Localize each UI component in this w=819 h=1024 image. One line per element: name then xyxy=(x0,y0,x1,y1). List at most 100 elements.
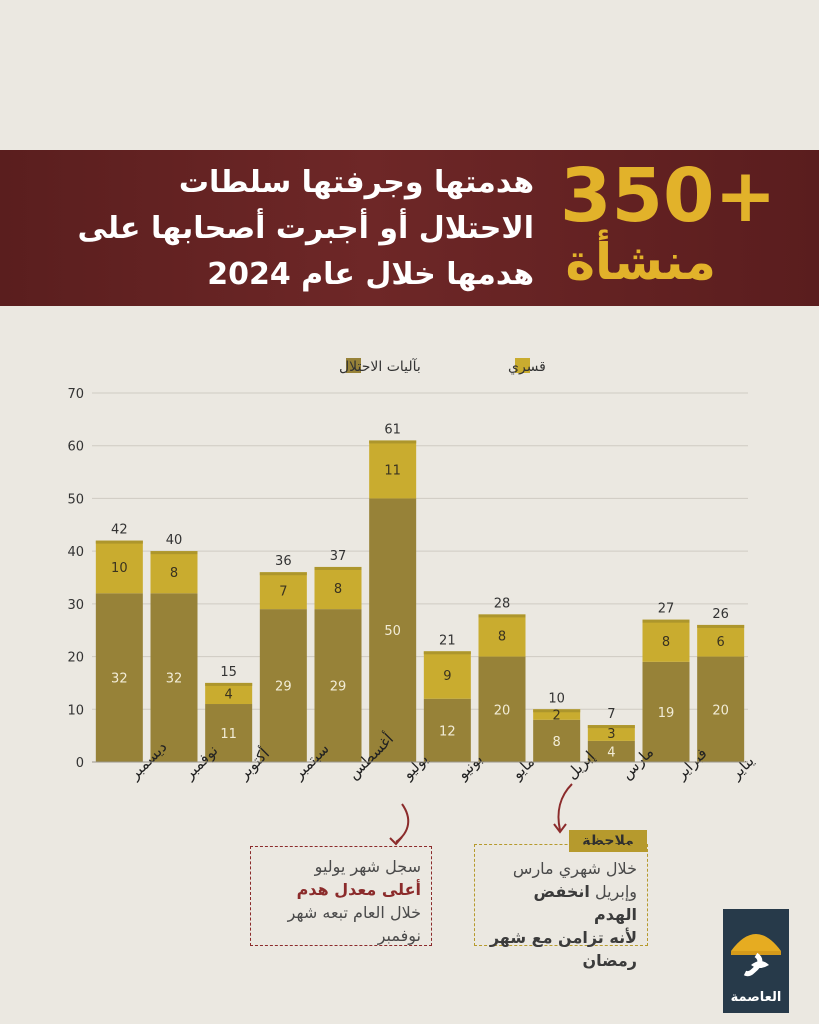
y-tick-label: 60 xyxy=(67,440,84,455)
bar-segment xyxy=(478,614,526,657)
bar-cap xyxy=(423,651,471,655)
bar-segment xyxy=(533,719,581,762)
bar-cap xyxy=(369,440,417,444)
data-label: 2 xyxy=(553,709,561,724)
y-tick-label: 0 xyxy=(76,756,84,771)
data-label: 29 xyxy=(330,680,347,695)
ramadan-note-line: رمضان xyxy=(582,951,637,970)
total-label: 61 xyxy=(384,422,401,437)
bar-cap xyxy=(587,725,635,729)
bar-cap xyxy=(478,614,526,618)
bar-segment xyxy=(587,740,635,762)
arrow-april xyxy=(557,783,573,831)
bar-segment xyxy=(259,572,307,610)
ramadan-note-line: خلال شهري مارس xyxy=(512,859,637,878)
data-label: 50 xyxy=(384,624,401,639)
july-note: سجل شهر يوليو أعلى معدل هدم خلال العام ت… xyxy=(250,846,432,946)
ramadan-note-line: لأنه تزامن مع شهر xyxy=(489,928,637,947)
data-label: 6 xyxy=(717,635,725,650)
data-label: 4 xyxy=(607,745,615,760)
total-label: 21 xyxy=(439,633,456,648)
logo: العاصمة xyxy=(723,909,789,1013)
legend-swatch xyxy=(346,358,361,373)
data-label: 8 xyxy=(553,735,561,750)
total-label: 27 xyxy=(658,602,675,617)
total-label: 28 xyxy=(494,596,511,611)
header-title: هدمتها وجرفتها سلطات الاحتلال أو أجبرت أ… xyxy=(54,160,534,298)
bar-segment xyxy=(259,609,307,762)
bar-segment xyxy=(150,593,198,762)
header-title-line: هدمتها وجرفتها سلطات xyxy=(178,165,534,200)
total-label: 42 xyxy=(111,523,128,538)
ramadan-note-text: وإبريل xyxy=(589,882,637,901)
data-label: 29 xyxy=(275,680,292,695)
dome-icon xyxy=(731,934,781,977)
data-label: 20 xyxy=(712,703,729,718)
total-label: 40 xyxy=(166,533,183,548)
bar-segment xyxy=(587,725,635,741)
y-tick-label: 30 xyxy=(67,598,84,613)
annotation-arrows xyxy=(389,783,573,846)
bar-segment xyxy=(423,698,471,762)
bar-cap xyxy=(150,551,198,555)
total-label: 37 xyxy=(330,549,347,564)
y-tick-label: 20 xyxy=(67,651,84,666)
bar-segment xyxy=(205,682,253,705)
ramadan-note-highlight: انخفض الهدم xyxy=(533,882,637,924)
bar-segment xyxy=(642,619,690,662)
bar-segment xyxy=(314,566,362,610)
y-tick-label: 10 xyxy=(67,703,84,718)
bar-cap xyxy=(533,709,581,713)
bar-cap xyxy=(205,682,253,686)
arrow-head xyxy=(553,823,567,834)
legend-swatch xyxy=(515,358,530,373)
header-title-line: الاحتلال أو أجبرت أصحابها على xyxy=(77,211,534,246)
y-tick-label: 40 xyxy=(67,545,84,560)
bar-segment xyxy=(205,704,253,762)
data-label: 9 xyxy=(443,669,451,684)
data-label: 3 xyxy=(607,727,615,742)
legend-label: بآليات الاحتلال xyxy=(339,358,421,375)
header-banner: هدمتها وجرفتها سلطات الاحتلال أو أجبرت أ… xyxy=(0,150,819,306)
bar-segment xyxy=(533,709,581,720)
bar-segment xyxy=(642,661,690,762)
total-label: 10 xyxy=(548,691,565,706)
headline-number: 350+ xyxy=(560,153,777,239)
bar-segment xyxy=(314,609,362,762)
july-note-line: خلال العام تبعه شهر xyxy=(287,903,421,922)
data-label: 8 xyxy=(498,629,506,644)
y-tick-label: 70 xyxy=(67,387,84,402)
bar-segment xyxy=(369,440,417,499)
data-label: 4 xyxy=(225,687,233,702)
total-label: 7 xyxy=(607,707,615,722)
bar-cap xyxy=(697,624,745,628)
bar-cap xyxy=(642,619,690,623)
chart-legend: قسري بآليات الاحتلال xyxy=(339,358,546,375)
total-label: 36 xyxy=(275,554,292,569)
bar-segment xyxy=(369,498,417,762)
data-label: 7 xyxy=(279,585,287,600)
data-label: 32 xyxy=(166,672,183,687)
data-label: 11 xyxy=(220,727,237,742)
data-label: 10 xyxy=(111,561,128,576)
data-label: 8 xyxy=(334,582,342,597)
bars: 3210423284011415297362983750116112921208… xyxy=(95,422,745,762)
ramadan-note-line: وإبريل انخفض الهدم xyxy=(485,880,637,926)
bar-cap xyxy=(259,572,307,576)
ramadan-note: خلال شهري مارس وإبريل انخفض الهدم لأنه ت… xyxy=(474,844,648,970)
bar-cap xyxy=(314,566,362,570)
data-label: 8 xyxy=(170,566,178,581)
bar-cap xyxy=(95,540,143,544)
y-tick-label: 50 xyxy=(67,492,84,507)
data-label: 32 xyxy=(111,672,128,687)
data-label: 11 xyxy=(384,463,401,478)
arrow-july xyxy=(395,803,410,843)
data-label: 12 xyxy=(439,724,456,739)
bar-segment xyxy=(697,624,745,657)
header-title-line: هدمها خلال عام 2024 xyxy=(207,257,534,292)
july-note-line: نوفمبر xyxy=(377,926,421,945)
july-note-highlight: أعلى معدل هدم xyxy=(296,880,421,899)
data-label: 20 xyxy=(494,703,511,718)
bar-segment xyxy=(478,656,526,762)
data-label: 8 xyxy=(662,635,670,650)
